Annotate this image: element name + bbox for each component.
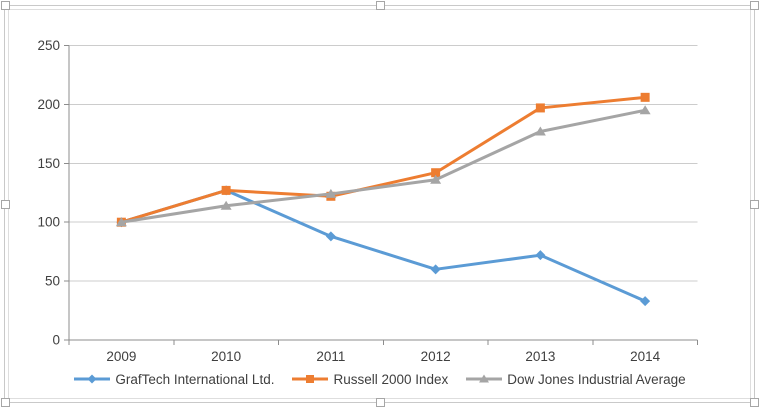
resize-handle-middle-right[interactable] xyxy=(750,200,759,209)
marker-diamond xyxy=(430,264,441,275)
y-tick-label: 0 xyxy=(52,333,60,348)
x-tick-label: 2012 xyxy=(421,349,451,364)
x-tick-label: 2014 xyxy=(630,349,661,364)
y-tick-label: 200 xyxy=(37,97,60,112)
marker-square xyxy=(221,185,231,195)
resize-handle-top-middle[interactable] xyxy=(376,1,385,10)
legend-label: GrafTech International Ltd. xyxy=(115,371,275,387)
legend-item[interactable]: Russell 2000 Index xyxy=(292,372,448,387)
marker-triangle xyxy=(639,105,651,115)
marker-square xyxy=(535,103,545,113)
marker-triangle xyxy=(430,174,442,184)
x-tick-label: 2009 xyxy=(106,349,136,364)
marker-diamond xyxy=(325,231,336,242)
series-dow-jones-industrial-average[interactable] xyxy=(115,105,651,227)
series-line[interactable] xyxy=(119,108,647,224)
y-tick-label: 150 xyxy=(37,156,60,171)
resize-handle-bottom-left[interactable] xyxy=(1,398,10,407)
marker-triangle xyxy=(479,374,490,383)
series-line[interactable] xyxy=(119,95,647,224)
y-tick-label: 50 xyxy=(45,274,60,289)
marker-triangle xyxy=(115,217,127,227)
x-tick-label: 2011 xyxy=(316,349,345,364)
marker-square xyxy=(306,375,315,383)
legend-swatch-triangle-icon xyxy=(466,374,503,383)
resize-handle-bottom-middle[interactable] xyxy=(376,398,385,407)
marker-diamond xyxy=(640,296,651,307)
plot-area[interactable] xyxy=(69,45,698,341)
resize-handle-middle-left[interactable] xyxy=(1,200,10,209)
x-tick-label: 2010 xyxy=(211,349,241,364)
marker-square xyxy=(431,168,441,178)
marker-triangle xyxy=(325,188,337,198)
x-tick-label: 2013 xyxy=(525,349,555,364)
legend-item[interactable]: Dow Jones Industrial Average xyxy=(466,371,686,387)
resize-handle-top-left[interactable] xyxy=(1,1,10,10)
marker-triangle xyxy=(220,200,232,210)
marker-square xyxy=(640,92,650,102)
y-tick-label: 100 xyxy=(37,215,60,230)
legend-label: Dow Jones Industrial Average xyxy=(507,371,686,387)
legend-swatch-diamond-icon xyxy=(74,374,111,384)
y-tick-label: 250 xyxy=(37,38,60,53)
legend-swatch-square-icon xyxy=(292,375,329,383)
legend-item[interactable]: GrafTech International Ltd. xyxy=(74,372,274,387)
marker-triangle xyxy=(534,126,546,136)
resize-handle-bottom-right[interactable] xyxy=(750,398,759,407)
chart-legend: GrafTech International Ltd. Russell 2000 … xyxy=(0,368,760,390)
marker-diamond xyxy=(535,250,546,261)
legend-label: Russell 2000 Index xyxy=(333,371,449,387)
marker-diamond xyxy=(87,374,97,384)
resize-handle-top-right[interactable] xyxy=(750,1,759,10)
